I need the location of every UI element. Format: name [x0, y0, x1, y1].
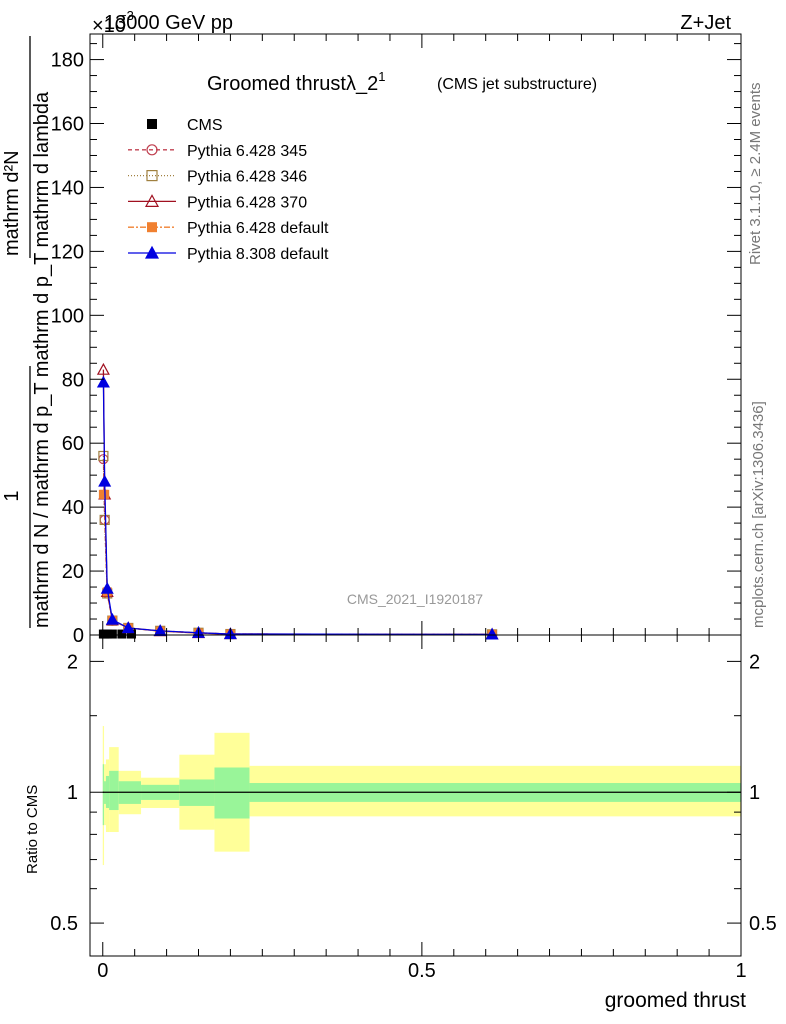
legend: CMS Pythia 6.428 345 Pythia 6.428 346 Pythi…	[128, 117, 329, 263]
data-point	[96, 362, 110, 375]
exponent-label: ×10	[92, 15, 126, 37]
chart-title-note: (CMS jet substructure)	[437, 76, 597, 93]
ratio-y-tick-label: 1	[67, 782, 78, 804]
legend-label: Pythia 6.428 default	[187, 220, 329, 237]
y-tick-label: 180	[51, 50, 84, 72]
ratio-band-inner	[102, 764, 105, 826]
y-tick-label: 120	[51, 241, 84, 263]
ratio-y-tick-label-right: 1	[749, 782, 760, 804]
series-p345	[98, 454, 498, 640]
chart-title-superscript: 1	[378, 69, 385, 84]
ratio-band-inner	[109, 770, 119, 811]
series-line	[102, 455, 493, 636]
legend-entry: CMS	[147, 117, 223, 134]
data-point	[485, 627, 499, 640]
data-point-cms	[102, 629, 112, 639]
chart-title: Groomed thrustλ_21	[207, 69, 385, 95]
legend-entry: Pythia 6.428 default	[128, 220, 329, 237]
y-tick-label: 40	[62, 497, 84, 519]
ratio-ticks: 0.5 0.5 1 1 2 2 0 0.5 1	[50, 635, 777, 982]
legend-label: Pythia 8.308 default	[187, 246, 329, 263]
series-line	[103, 493, 493, 636]
legend-entry: Pythia 6.428 346	[128, 169, 307, 186]
legend-label: Pythia 6.428 346	[187, 169, 307, 186]
legend-marker	[147, 119, 157, 129]
exponent-power: −3	[119, 8, 134, 23]
legend-label: CMS	[187, 117, 223, 134]
energy-label: 13000 GeV pp	[104, 12, 233, 34]
ratio-y-tick-label: 2	[67, 651, 78, 673]
y-tick-label: 60	[62, 433, 84, 455]
legend-marker	[146, 170, 158, 182]
y-tick-label: 0	[73, 625, 84, 647]
data-point	[100, 581, 114, 594]
legend-entry: Pythia 6.428 345	[128, 143, 307, 160]
x-tick-label: 0.5	[408, 960, 436, 982]
chart-title-text: Groomed thrust	[207, 73, 346, 95]
legend-marker	[144, 245, 160, 259]
data-point	[98, 450, 109, 462]
ratio-y-tick-label-right: 2	[749, 651, 760, 673]
data-point-cms	[107, 629, 117, 639]
series-line	[102, 459, 493, 636]
ratio-band-layer	[102, 726, 741, 866]
ratio-y-tick-label: 0.5	[50, 913, 78, 935]
ylabel-denominator: mathrm d N / mathrm d p_T mathrm d p_T m…	[31, 91, 53, 628]
legend-entry: Pythia 8.308 default	[128, 245, 329, 263]
y-tick-label: 80	[62, 369, 84, 391]
xlabel: groomed thrust	[605, 989, 746, 1012]
data-point	[105, 612, 119, 625]
x-tick-label: 0	[97, 960, 108, 982]
rivet-label: Rivet 3.1.10, ≥ 2.4M events	[747, 83, 764, 266]
y-tick-label: 160	[51, 114, 84, 136]
legend-entry: Pythia 6.428 370	[128, 194, 307, 211]
main-panel: 0 20 40 60 80 100 120 140 160 180 CMS_2021_I19201…	[1, 33, 742, 647]
mcplots-label: mcplots.cern.ch [arXiv:1306.3436]	[750, 401, 767, 628]
ratio-y-tick-label-right: 0.5	[749, 913, 777, 935]
data-point-cms	[126, 629, 136, 639]
ratio-panel: 0.5 0.5 1 1 2 2 0 0.5 1 Ratio to CMS groomed thr…	[24, 634, 777, 1012]
process-label: Z+Jet	[680, 12, 731, 34]
data-point-cms	[117, 629, 127, 639]
legend-marker	[146, 144, 158, 156]
data-point	[98, 474, 112, 487]
legend-marker	[144, 194, 160, 207]
main-ylabel: 1 mathrm d N / mathrm d p_T mathrm d p_T…	[1, 36, 53, 628]
watermark: CMS_2021_I1920187	[347, 591, 483, 607]
ratio-ylabel: Ratio to CMS	[24, 785, 41, 874]
data-point	[96, 375, 110, 388]
legend-label: Pythia 6.428 345	[187, 143, 307, 160]
y-tick-label: 100	[51, 305, 84, 327]
y-tick-label: 20	[62, 561, 84, 583]
chart-title-symbol: λ_2	[346, 73, 378, 95]
main-ticks: 0 20 40 60 80 100 120 140 160 180	[51, 34, 742, 647]
x-tick-label: 1	[735, 960, 746, 982]
series-cms	[98, 629, 136, 639]
y-tick-label: 140	[51, 177, 84, 199]
legend-label: Pythia 6.428 370	[187, 194, 307, 211]
ylabel-numerator-right: mathrm d²N	[1, 150, 23, 256]
ylabel-numerator: 1	[1, 490, 23, 501]
data-point	[121, 621, 135, 634]
series-p346	[98, 450, 498, 640]
main-data-layer	[96, 362, 499, 640]
series-pdefault	[98, 489, 497, 639]
ratio-frame	[89, 634, 742, 957]
legend-marker	[147, 222, 157, 233]
ratio-band-inner	[214, 767, 250, 819]
